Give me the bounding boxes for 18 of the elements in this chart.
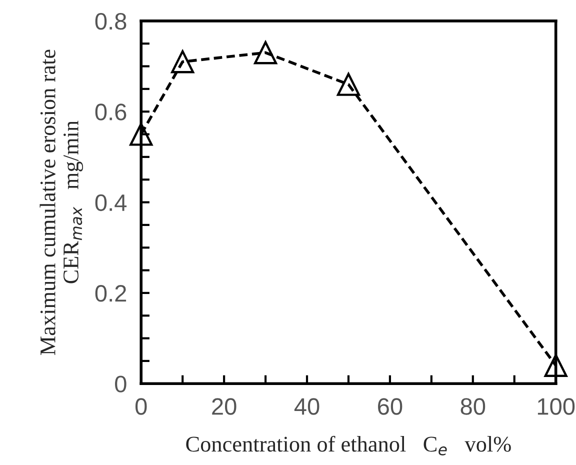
x-axis-title: Concentration of ethanol C$_{e}$ vol% xyxy=(186,436,511,456)
x-tick-label: 0 xyxy=(135,398,147,415)
x-tick-label: 40 xyxy=(294,398,320,415)
y-tick-label: 0.6 xyxy=(95,104,126,120)
point xyxy=(544,354,568,378)
y-tick-label: 0.2 xyxy=(95,285,126,302)
y-tick-label: 0.8 xyxy=(95,12,126,30)
x-tick-label: 20 xyxy=(212,398,236,415)
x-tick-label: 80 xyxy=(460,398,486,415)
point xyxy=(336,72,360,96)
point xyxy=(130,122,153,146)
y-tick-label: 0.4 xyxy=(95,194,127,212)
x-tick-label: 100 xyxy=(538,398,575,415)
point xyxy=(254,41,278,64)
y-tick-label: 0 xyxy=(115,376,126,392)
point xyxy=(171,50,194,74)
y-axis-title: Maximum cumulative erosion rate CER$_{max}$ mg/min xyxy=(40,50,84,355)
x-tick-label: 60 xyxy=(378,398,402,415)
